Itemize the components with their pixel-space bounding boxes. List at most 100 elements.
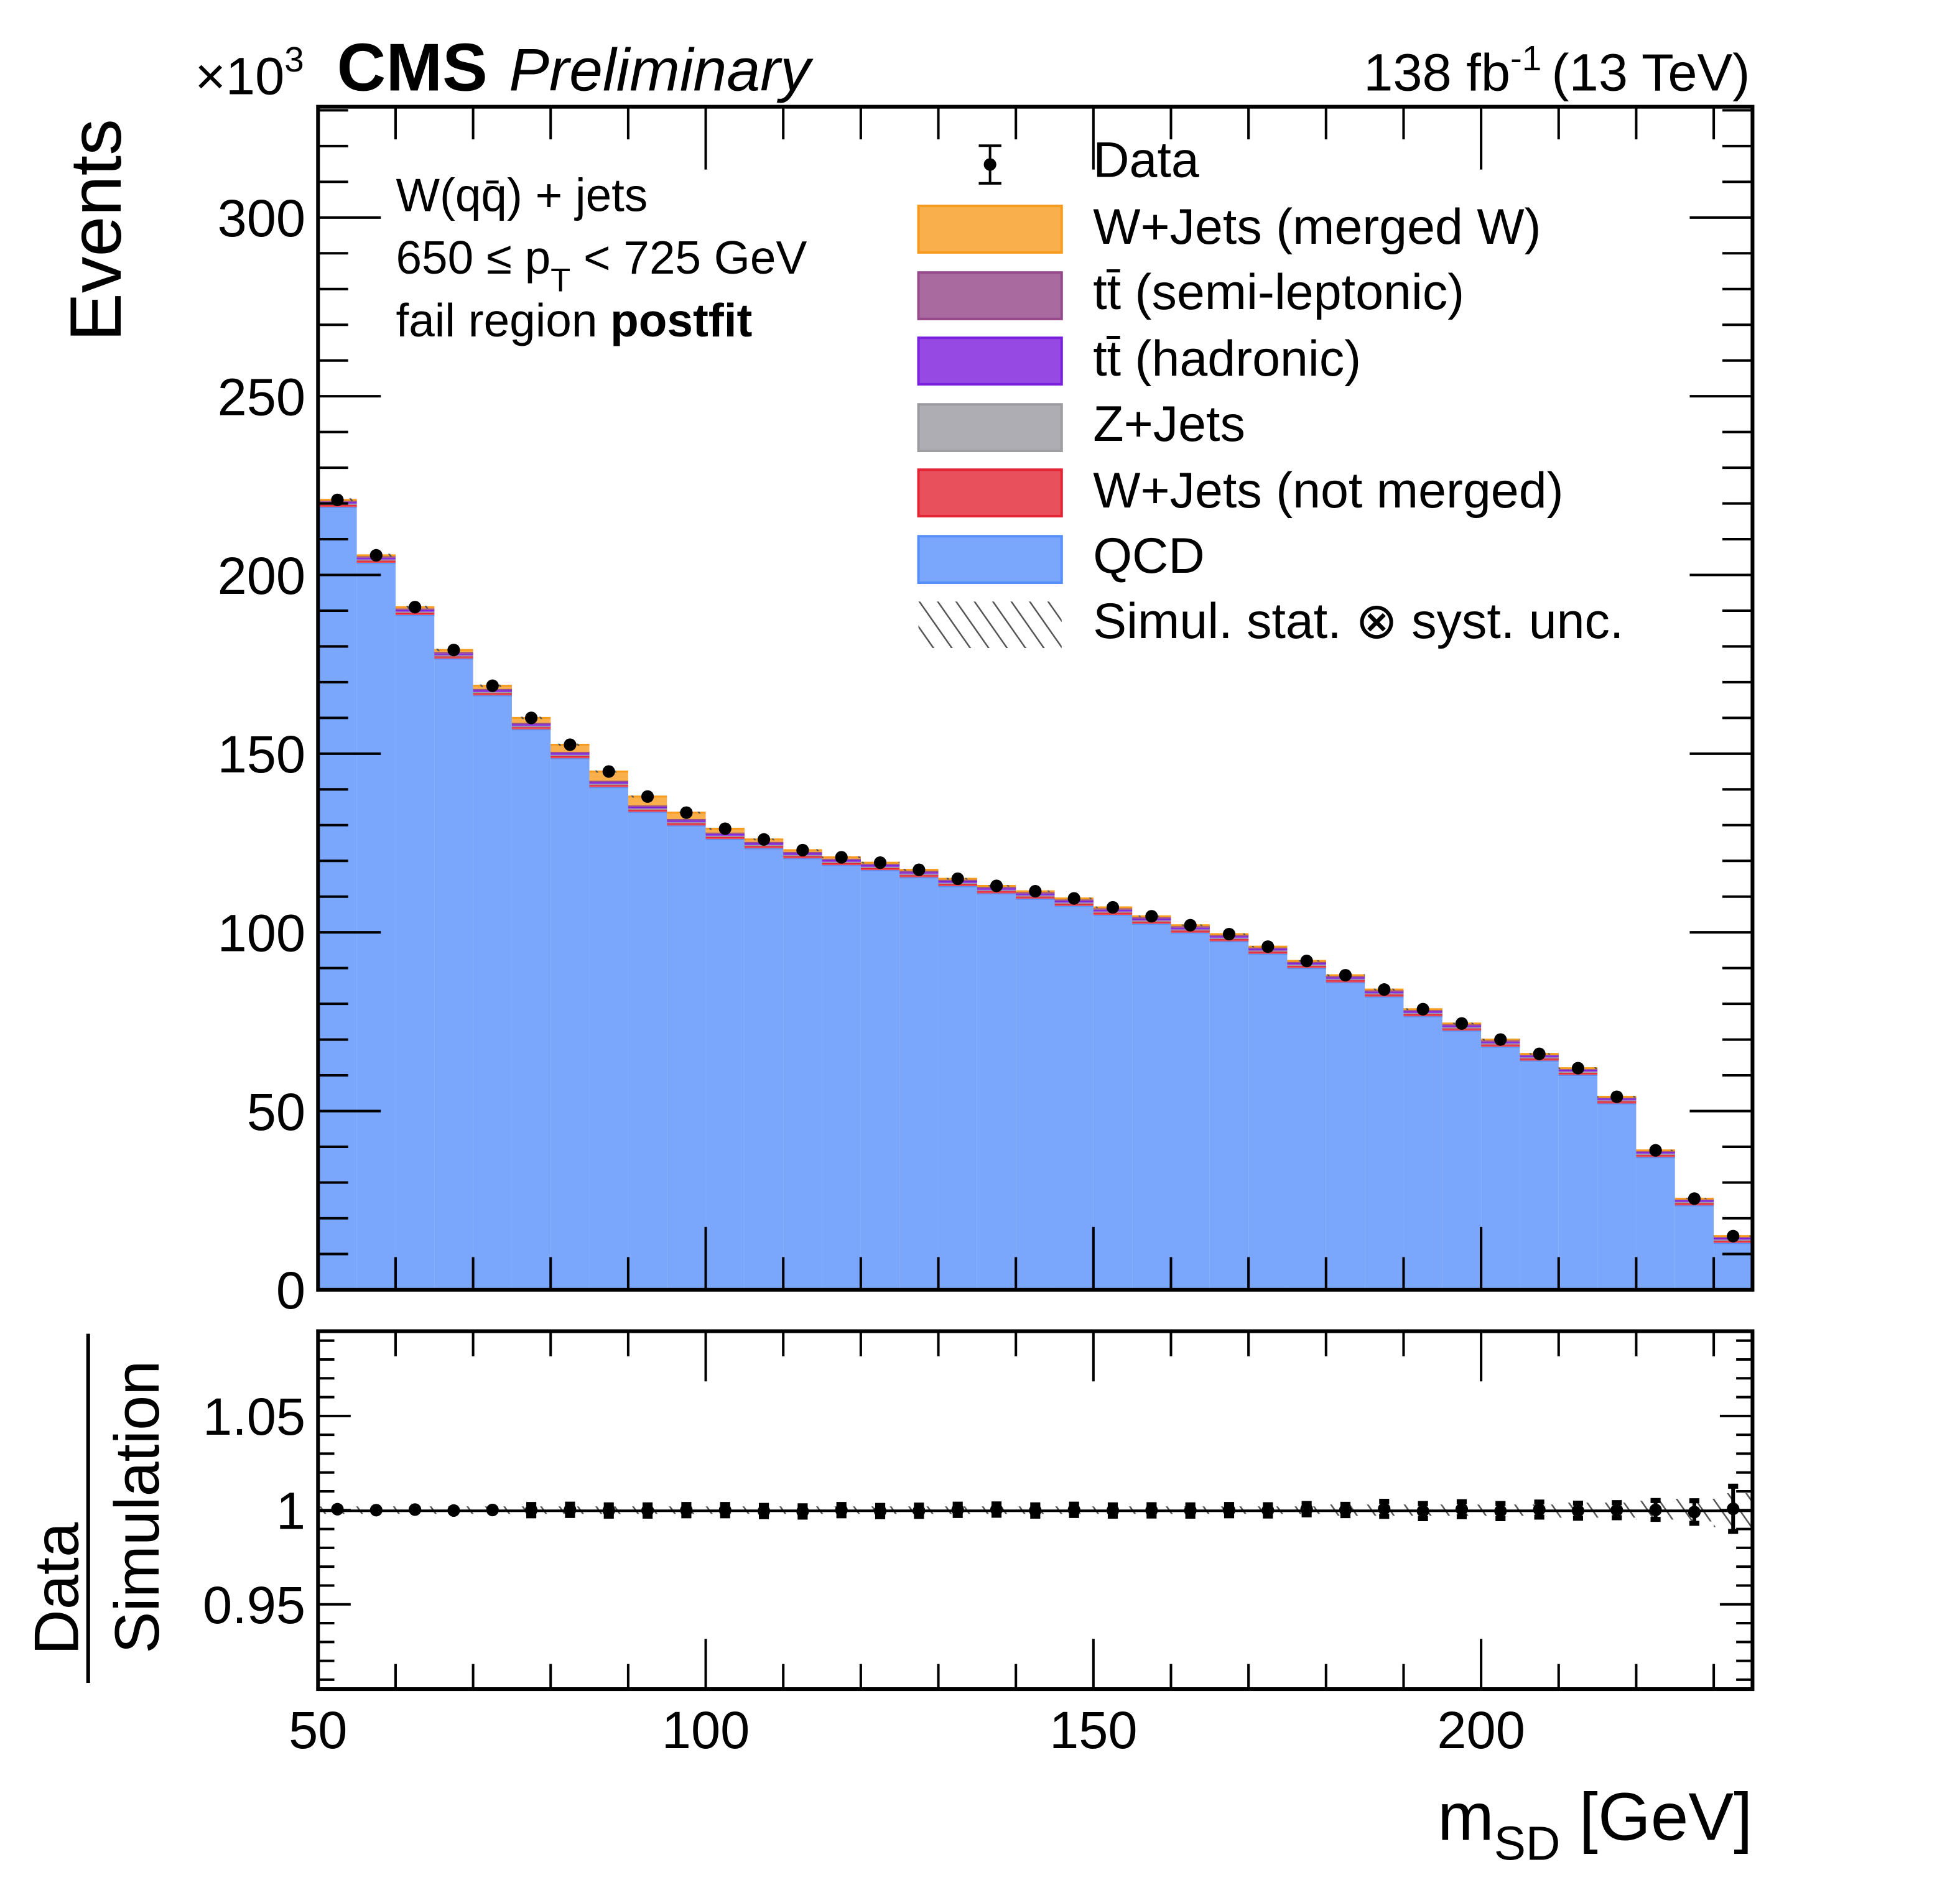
bar-qcd [860, 870, 900, 1290]
ytick-label: 250 [218, 367, 305, 426]
bar-qcd [1636, 1157, 1675, 1290]
ytick-label: 100 [218, 903, 305, 962]
bar-w-jets-not-merged- [667, 823, 706, 826]
ratio-point [1300, 1503, 1313, 1516]
data-point [1261, 940, 1275, 953]
bar-w-jets-not-merged- [1016, 896, 1055, 899]
annotation-pt-range: 650 ≤ pT < 725 GeV [396, 231, 807, 299]
bar-qcd [1209, 941, 1249, 1290]
bar-w-jets-not-merged- [977, 891, 1016, 894]
ratio-point [1455, 1503, 1469, 1516]
data-point [1222, 927, 1236, 941]
data-point [602, 765, 615, 778]
bar-qcd [667, 825, 706, 1290]
bar-qcd [473, 695, 512, 1290]
svg-text:Simul. stat. ⊗ syst. unc.: Simul. stat. ⊗ syst. unc. [1093, 593, 1623, 649]
svg-text:W+Jets (not merged): W+Jets (not merged) [1093, 463, 1563, 519]
data-point [1300, 955, 1313, 968]
bar-qcd [744, 848, 784, 1290]
ratio-point [873, 1504, 887, 1517]
xtick-label: 200 [1437, 1700, 1525, 1759]
ratio-point [369, 1504, 383, 1517]
y-axis-title: Events [55, 119, 136, 341]
bar-w-jets-not-merged- [899, 875, 939, 877]
legend-item-ttbar-hadronic: tt̄ (hadronic) [917, 331, 1361, 387]
data-point [1184, 919, 1197, 932]
svg-text:Data: Data [22, 1522, 92, 1655]
data-point [1533, 1047, 1546, 1060]
data-point [1378, 983, 1391, 996]
svg-text:tt̄ (hadronic): tt̄ (hadronic) [1093, 331, 1361, 387]
bar-w-jets-not-merged- [1171, 930, 1210, 933]
legend-item-data: Data [978, 132, 1199, 188]
bar-qcd [1442, 1030, 1482, 1290]
data-point [1106, 901, 1120, 914]
bar-qcd [318, 507, 357, 1290]
bar-w-jets-not-merged- [1132, 921, 1171, 924]
ratio-point [1106, 1504, 1120, 1517]
data-point [447, 644, 460, 657]
bar-qcd [1171, 932, 1210, 1290]
bar-qcd [938, 886, 977, 1290]
bar-qcd [1403, 1016, 1442, 1290]
ratio-point [1727, 1503, 1740, 1516]
bar-qcd [783, 858, 822, 1290]
bar-w-jets-not-merged- [550, 756, 590, 759]
x-axis-title: mSD [GeV] [1437, 1779, 1752, 1870]
ratio-y-axis-title: Data Simulation [22, 1333, 172, 1683]
legend-item-qcd: QCD [917, 528, 1205, 585]
ratio-point [1533, 1503, 1546, 1516]
svg-text:Data: Data [1093, 132, 1199, 188]
bar-w-jets-not-merged- [938, 884, 977, 887]
bar-w-jets-not-merged- [822, 863, 861, 866]
data-point [680, 806, 693, 819]
ratio-point [1067, 1503, 1080, 1516]
xtick-label: 150 [1049, 1700, 1137, 1759]
ratio-point [680, 1504, 693, 1517]
bar-w-jets-not-merged- [356, 560, 396, 563]
data-point [1727, 1229, 1740, 1243]
data-point [951, 872, 964, 886]
data-point [835, 851, 848, 864]
bar-qcd [1287, 968, 1326, 1290]
bar-w-jets-not-merged- [860, 868, 900, 871]
bar-qcd [434, 658, 473, 1290]
ratio-point [718, 1504, 732, 1517]
data-point [913, 863, 926, 876]
data-point [486, 679, 499, 692]
ytick-label: 200 [218, 546, 305, 605]
lumi-label: 138 fb-1 (13 TeV) [1363, 39, 1750, 101]
ratio-point [447, 1504, 460, 1517]
bar-qcd [1248, 953, 1288, 1290]
main-frame [316, 104, 1755, 1292]
ratio-point [1571, 1504, 1585, 1517]
bar-w-jets-not-merged- [473, 693, 512, 696]
annotation-region: fail region postfit [396, 294, 752, 346]
bar-qcd [1132, 924, 1171, 1290]
bar-w-jets-not-merged- [705, 836, 745, 840]
data-point [1610, 1090, 1623, 1103]
data-point [1649, 1144, 1662, 1157]
data-point [409, 601, 422, 614]
ratio-point [602, 1504, 615, 1517]
ratio-point [564, 1503, 577, 1516]
ratio-point [1494, 1504, 1507, 1517]
bar-qcd [1326, 982, 1365, 1290]
xtick-label: 100 [662, 1700, 750, 1759]
ratio-point [1378, 1503, 1391, 1516]
ratio-point [1222, 1504, 1236, 1517]
ratio-point [1339, 1503, 1352, 1517]
data-points [331, 493, 1740, 1243]
bar-qcd [511, 729, 551, 1290]
data-point [369, 549, 383, 562]
data-point [1571, 1062, 1585, 1075]
data-point [1688, 1192, 1701, 1205]
ratio-point [913, 1504, 926, 1517]
bar-w-jets-not-merged- [395, 613, 435, 615]
bar-qcd [977, 893, 1016, 1290]
bar-qcd [1016, 899, 1055, 1290]
bar-qcd [705, 839, 745, 1290]
ratio-point [951, 1503, 964, 1516]
ratio-point [1184, 1504, 1197, 1517]
